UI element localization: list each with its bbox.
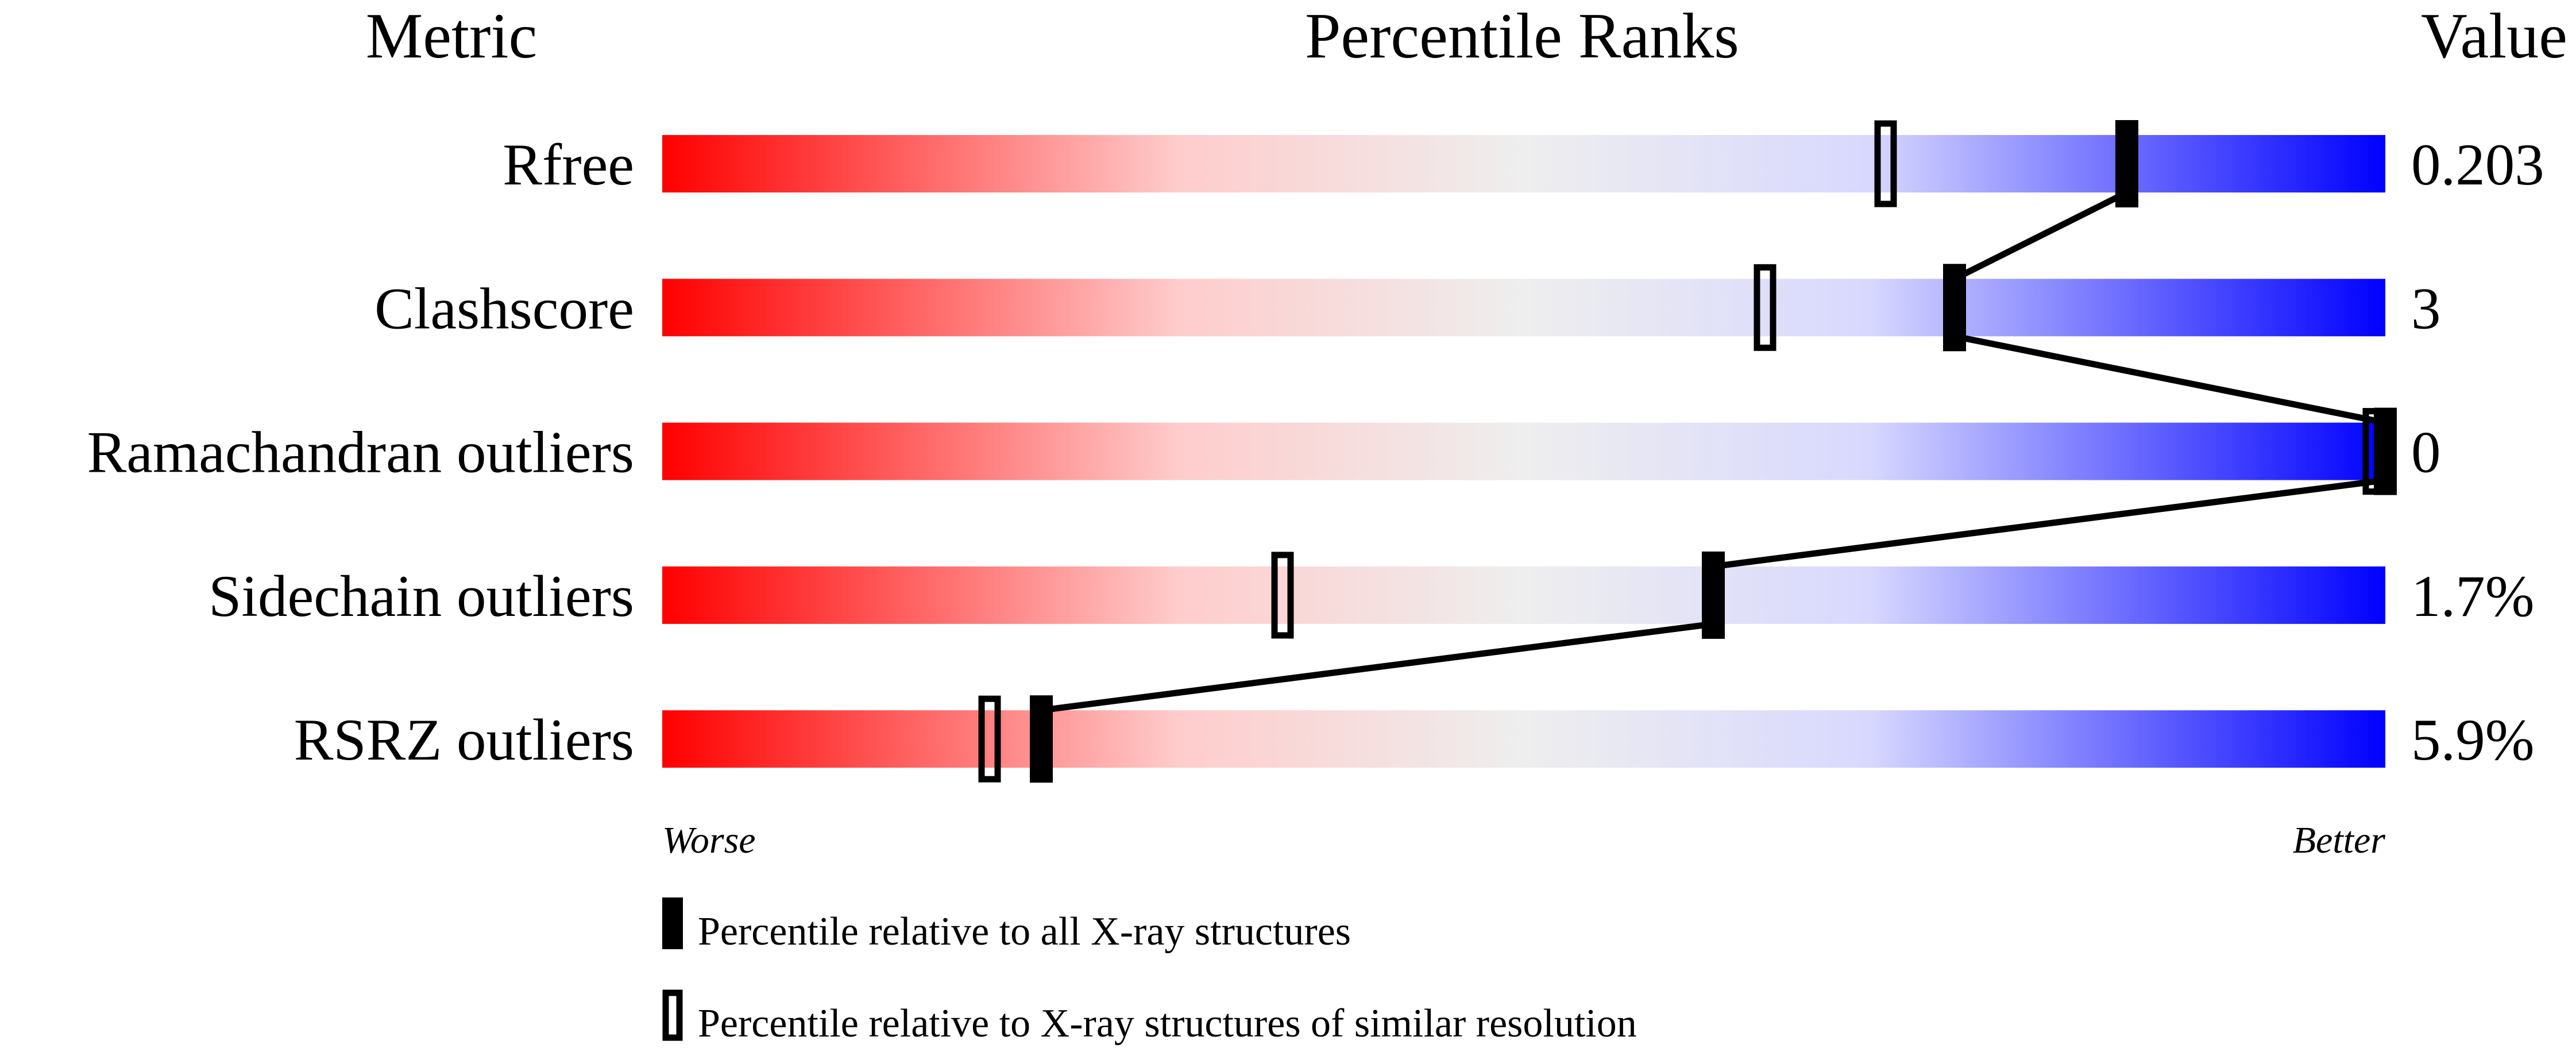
metric-value: 5.9%: [2411, 707, 2535, 773]
header-percentile-ranks: Percentile Ranks: [1305, 1, 1739, 72]
metric-label: RSRZ outliers: [294, 707, 634, 773]
legend-filled-marker: [662, 897, 683, 949]
marker-similar-resolution: [978, 695, 1001, 783]
axis-label-better: Better: [2293, 819, 2386, 861]
connector-line: [1041, 621, 1714, 714]
metric-label: Sidechain outliers: [208, 564, 634, 629]
axis-label-worse: Worse: [662, 819, 756, 861]
percentile-bar: [662, 422, 2385, 480]
marker-all-structures: [1702, 551, 1725, 639]
header-value: Value: [2421, 1, 2567, 72]
metric-value: 0.203: [2411, 132, 2544, 198]
marker-all-structures: [2374, 407, 2397, 495]
marker-similar-resolution: [1874, 120, 1897, 207]
metric-label: Clashscore: [374, 276, 634, 341]
metric-value: 1.7%: [2411, 564, 2535, 629]
header-metric: Metric: [366, 1, 538, 72]
marker-all-structures: [1030, 695, 1053, 783]
legend-open-marker: [662, 989, 683, 1041]
percentile-bar: [662, 279, 2385, 337]
metric-label: Ramachandran outliers: [87, 420, 634, 486]
metric-value: 0: [2411, 420, 2441, 486]
legend-label-similar: Percentile relative to X-ray structures …: [698, 1001, 1637, 1046]
marker-all-structures: [2115, 120, 2138, 207]
metric-label: Rfree: [503, 132, 634, 198]
legend-label-all: Percentile relative to all X-ray structu…: [698, 910, 1351, 954]
percentile-bar: [662, 566, 2385, 624]
connector-line: [1953, 333, 2386, 426]
connector-line: [1713, 477, 2386, 570]
metric-value: 3: [2411, 276, 2441, 341]
percentile-bar: [662, 135, 2385, 192]
connector-line: [1953, 190, 2129, 282]
marker-all-structures: [1943, 264, 1966, 352]
marker-similar-resolution: [1271, 552, 1294, 639]
percentile-bar: [662, 710, 2385, 768]
marker-similar-resolution: [1754, 264, 1776, 351]
